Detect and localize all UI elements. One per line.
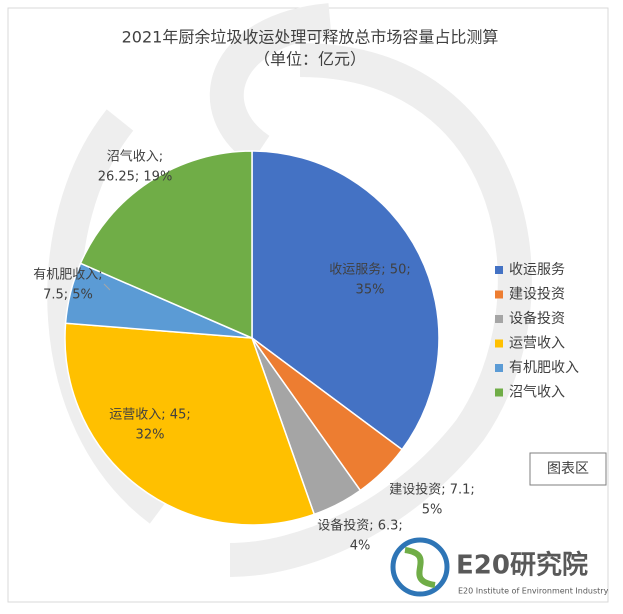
tooltip-box bbox=[529, 452, 607, 486]
chart-title: 2021年厨余垃圾收运处理可释放总市场容量占比测算 bbox=[122, 28, 499, 47]
data-label: 35% bbox=[356, 283, 385, 298]
legend-label: 设备投资 bbox=[509, 310, 565, 327]
tooltip: 图表区 bbox=[547, 461, 589, 477]
data-label: 设备投资; 6.3; bbox=[317, 518, 403, 534]
legend-label: 有机肥收入 bbox=[509, 360, 579, 376]
legend-swatch bbox=[495, 388, 503, 397]
data-label: 7.5; 5% bbox=[43, 288, 93, 303]
data-label: 26.25; 19% bbox=[98, 170, 173, 185]
pie-slice bbox=[64, 322, 316, 526]
chart-subtitle: （单位：亿元） bbox=[254, 50, 366, 69]
leader-line bbox=[103, 283, 111, 291]
data-label: 有机肥收入; bbox=[33, 268, 102, 283]
legend-label: 沼气收入 bbox=[509, 385, 565, 401]
logo-subtitle: E20 Institute of Environment Industry bbox=[458, 587, 609, 596]
pie-slice bbox=[79, 150, 253, 340]
legend-swatch bbox=[495, 339, 503, 348]
data-label: 建设投资; 7.1; bbox=[389, 482, 475, 498]
data-label: 32% bbox=[136, 428, 165, 443]
data-label: 5% bbox=[422, 503, 443, 518]
legend-swatch bbox=[495, 266, 503, 274]
legend-label: 收运服务 bbox=[509, 262, 565, 278]
data-label: 收运服务; 50; bbox=[329, 262, 410, 278]
pie-slice bbox=[251, 150, 440, 451]
data-label: 运营收入; 45; bbox=[109, 408, 190, 423]
legend-label: 建设投资 bbox=[509, 287, 565, 303]
legend-label: 运营收入 bbox=[509, 336, 565, 352]
pie bbox=[64, 150, 440, 526]
data-label: 4% bbox=[350, 539, 371, 554]
legend-swatch bbox=[495, 364, 503, 372]
legend-swatch bbox=[495, 290, 503, 299]
logo-text: E20研究院 bbox=[456, 550, 588, 581]
logo-icon bbox=[390, 537, 450, 597]
legend-swatch bbox=[495, 315, 503, 323]
data-label: 沼气收入; bbox=[107, 149, 163, 165]
